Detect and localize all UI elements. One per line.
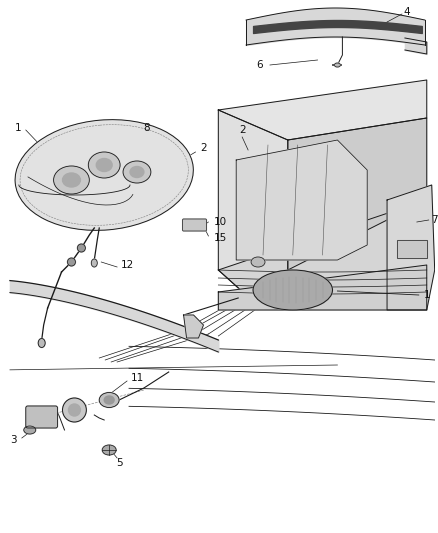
Text: 4: 4 xyxy=(403,7,410,17)
Circle shape xyxy=(68,404,81,416)
Polygon shape xyxy=(288,118,427,270)
Circle shape xyxy=(78,244,85,252)
Text: 3: 3 xyxy=(11,435,17,445)
Polygon shape xyxy=(218,200,427,295)
Polygon shape xyxy=(218,265,427,310)
Text: 8: 8 xyxy=(144,123,150,133)
Ellipse shape xyxy=(253,270,332,310)
Text: 10: 10 xyxy=(214,217,227,227)
Ellipse shape xyxy=(63,173,81,187)
Ellipse shape xyxy=(88,152,120,178)
Polygon shape xyxy=(236,140,367,260)
Ellipse shape xyxy=(15,119,193,230)
Ellipse shape xyxy=(251,257,265,267)
Ellipse shape xyxy=(130,166,144,177)
Polygon shape xyxy=(184,315,203,338)
Text: 2: 2 xyxy=(239,125,245,135)
Ellipse shape xyxy=(104,396,114,404)
Text: 1: 1 xyxy=(14,123,21,133)
Text: 1: 1 xyxy=(424,290,430,300)
Polygon shape xyxy=(218,80,427,140)
Ellipse shape xyxy=(335,63,340,67)
Ellipse shape xyxy=(123,161,151,183)
Text: 6: 6 xyxy=(257,60,263,70)
Ellipse shape xyxy=(102,445,116,455)
Text: 12: 12 xyxy=(120,260,134,270)
Ellipse shape xyxy=(99,392,119,408)
Circle shape xyxy=(67,258,75,266)
Ellipse shape xyxy=(91,259,97,267)
Ellipse shape xyxy=(24,426,36,434)
Ellipse shape xyxy=(96,158,112,172)
FancyBboxPatch shape xyxy=(26,406,57,428)
FancyBboxPatch shape xyxy=(183,219,206,231)
Text: 2: 2 xyxy=(200,143,207,153)
Bar xyxy=(397,240,427,258)
Polygon shape xyxy=(218,110,288,295)
Text: 5: 5 xyxy=(116,458,122,468)
Circle shape xyxy=(63,398,86,422)
Text: 15: 15 xyxy=(214,233,227,243)
Polygon shape xyxy=(387,185,434,310)
Ellipse shape xyxy=(38,338,45,348)
Ellipse shape xyxy=(53,166,89,194)
Text: 11: 11 xyxy=(131,373,144,383)
Bar xyxy=(397,240,427,258)
Text: 7: 7 xyxy=(431,215,438,225)
